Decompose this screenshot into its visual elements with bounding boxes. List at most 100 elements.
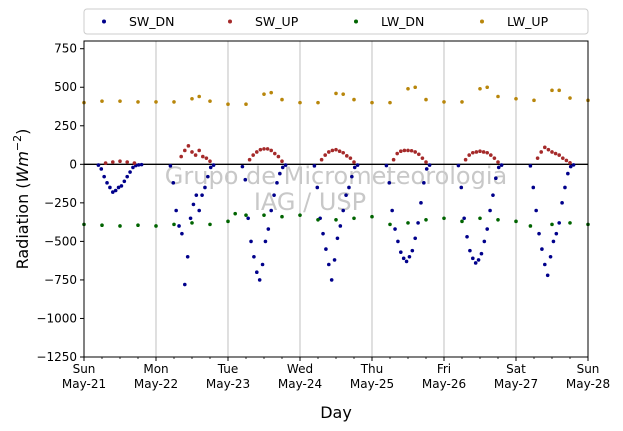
data-point: [387, 181, 392, 185]
data-point: [465, 234, 469, 239]
data-point: [350, 174, 354, 179]
data-point: [111, 190, 115, 194]
data-point: [528, 224, 533, 228]
data-point: [494, 176, 498, 180]
data-point: [200, 193, 204, 197]
data-point: [474, 150, 479, 154]
data-point: [316, 100, 320, 105]
data-point: [188, 216, 193, 221]
data-point: [424, 160, 428, 164]
data-point: [243, 177, 248, 182]
x-tick-date: May-21: [62, 377, 106, 391]
y-axis-label: Radiation (Wm−2): [11, 129, 32, 270]
data-point: [244, 213, 248, 217]
data-point: [116, 185, 121, 190]
legend-label: LW_UP: [507, 14, 549, 29]
data-point: [427, 163, 432, 167]
data-point: [334, 218, 338, 222]
data-point: [554, 231, 559, 236]
data-point: [370, 214, 374, 219]
data-point: [553, 151, 558, 156]
data-point: [489, 153, 493, 157]
data-point: [396, 239, 400, 244]
data-point: [244, 102, 248, 106]
legend-marker: [354, 19, 358, 24]
data-point: [384, 163, 389, 168]
data-point: [496, 94, 500, 99]
data-point: [118, 224, 122, 228]
data-point: [118, 159, 122, 164]
legend-label: LW_DN: [381, 14, 424, 29]
data-point: [540, 247, 544, 251]
data-point: [172, 222, 176, 227]
data-point: [539, 150, 543, 154]
data-point: [417, 152, 421, 157]
series-sw-dn: [96, 162, 576, 287]
data-point: [132, 161, 137, 165]
data-point: [125, 174, 129, 179]
data-point: [528, 164, 533, 168]
y-axis: 750 500 250 0 −250 −500 −750 −1000 −1250: [36, 42, 84, 364]
series-sw-up: [103, 144, 572, 165]
data-point: [283, 163, 288, 167]
data-point: [197, 208, 201, 213]
data-point: [467, 153, 472, 157]
data-point: [537, 231, 541, 236]
data-point: [197, 94, 201, 99]
data-point: [496, 160, 500, 164]
y-tick-label: −1250: [36, 350, 77, 364]
data-point: [96, 163, 101, 167]
x-tick-date: May-26: [422, 377, 466, 391]
data-point: [482, 239, 487, 244]
data-point: [478, 149, 482, 154]
data-point: [568, 164, 573, 169]
data-point: [136, 100, 140, 104]
y-tick-label: −750: [44, 273, 77, 287]
data-point: [334, 147, 338, 152]
data-point: [171, 181, 176, 185]
y-tick-label: 250: [54, 119, 77, 133]
data-point: [190, 221, 194, 225]
data-point: [548, 255, 553, 259]
data-point: [278, 171, 282, 176]
data-point: [514, 219, 518, 224]
data-point: [246, 216, 250, 221]
data-point: [203, 185, 207, 190]
data-point: [108, 185, 112, 190]
data-point: [183, 148, 187, 153]
data-point: [186, 144, 191, 148]
data-point: [413, 150, 418, 154]
x-tick-day: Thu: [360, 362, 384, 376]
data-point: [442, 216, 446, 221]
data-point: [249, 239, 253, 244]
data-point: [105, 181, 109, 185]
data-point: [471, 150, 475, 155]
data-point: [312, 164, 317, 168]
data-point: [191, 202, 196, 207]
data-point: [172, 100, 176, 104]
data-point: [557, 88, 561, 93]
data-point: [420, 156, 425, 160]
series-lw-up: [82, 85, 590, 106]
data-point: [154, 224, 158, 228]
y-axis-label-unit: Wm: [13, 151, 32, 182]
data-point: [204, 156, 209, 160]
data-point: [496, 218, 500, 222]
data-point: [563, 185, 567, 190]
data-point: [338, 224, 343, 228]
data-point: [478, 216, 482, 221]
data-point: [424, 97, 428, 102]
data-point: [208, 222, 212, 227]
data-point: [345, 154, 349, 158]
data-point: [344, 193, 348, 197]
data-point: [352, 160, 356, 164]
data-point: [473, 261, 478, 265]
data-point: [177, 224, 181, 228]
data-point: [330, 148, 335, 153]
data-point: [136, 163, 141, 167]
y-axis-label-exp: −2: [11, 135, 24, 151]
data-point: [233, 211, 237, 216]
y-tick-label: −500: [44, 234, 77, 248]
series-lw-dn: [82, 211, 590, 228]
data-point: [329, 278, 334, 282]
